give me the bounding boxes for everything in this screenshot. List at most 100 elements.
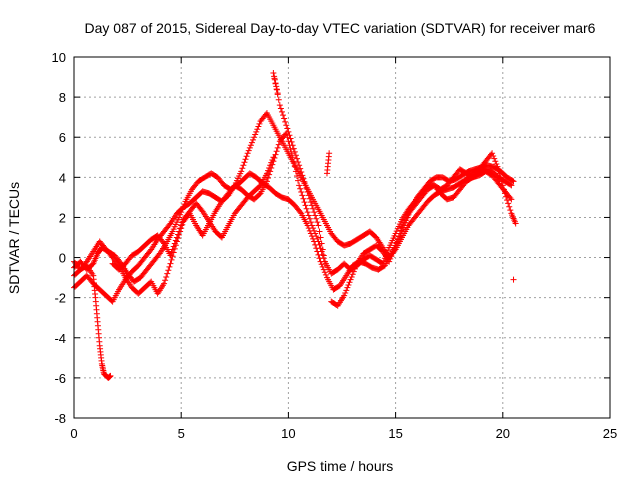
data-point-marker (292, 168, 299, 175)
data-point-marker (296, 182, 303, 189)
data-point-marker (390, 247, 397, 254)
data-point-marker (491, 155, 498, 162)
data-point-marker (489, 150, 496, 157)
y-tick-label: -2 (54, 291, 66, 306)
data-point-marker (238, 168, 245, 175)
x-tick-label: 20 (496, 426, 510, 441)
y-tick-label: -8 (54, 411, 66, 426)
data-point-marker (305, 212, 312, 219)
data-point-marker (253, 128, 260, 135)
data-point-marker (277, 105, 284, 112)
data-point-marker (254, 126, 261, 133)
data-point-marker (256, 191, 263, 198)
data-point-marker (504, 197, 511, 204)
data-point-marker (322, 271, 329, 278)
data-point-marker (311, 209, 318, 216)
y-tick-label: 10 (52, 50, 66, 65)
data-point-marker (319, 263, 326, 270)
data-point-marker (304, 209, 311, 216)
data-point-marker (345, 281, 352, 288)
data-point-marker (269, 156, 276, 163)
y-tick-label: -6 (54, 371, 66, 386)
data-point-marker (299, 192, 306, 199)
data-point-marker (389, 250, 396, 257)
data-point-marker (296, 162, 303, 169)
data-point-marker (301, 199, 308, 206)
data-point-marker (507, 195, 514, 202)
data-point-marker (321, 258, 328, 265)
data-point-marker (388, 253, 395, 260)
data-point-marker (271, 75, 278, 82)
data-point-marker (341, 292, 348, 299)
data-point-marker (313, 233, 320, 240)
data-point-marker (320, 266, 327, 273)
data-point-marker (344, 284, 351, 291)
data-point-marker (302, 182, 309, 189)
data-point-marker (276, 102, 283, 109)
chart-title: Day 087 of 2015, Sidereal Day-to-day VTE… (85, 20, 596, 36)
data-point-marker (284, 125, 291, 132)
data-point-marker (240, 162, 247, 169)
data-point-marker (319, 251, 326, 258)
data-point-marker (291, 148, 298, 155)
data-point-marker (290, 145, 297, 152)
data-point-marker (506, 203, 513, 210)
data-point-marker (379, 260, 386, 267)
data-point-marker (307, 219, 314, 226)
data-point-marker (380, 257, 387, 264)
data-point-marker (168, 256, 175, 263)
data-point-marker (166, 221, 173, 228)
data-point-marker (295, 177, 302, 184)
data-point-marker (178, 222, 185, 229)
data-point-marker (304, 189, 311, 196)
y-tick-label: 2 (59, 210, 66, 225)
data-point-marker (299, 172, 306, 179)
data-point-marker (350, 268, 357, 275)
data-point-marker (396, 230, 403, 237)
data-points (71, 70, 519, 381)
data-point-marker (263, 170, 270, 177)
data-point-marker (508, 182, 515, 189)
data-point-marker (256, 183, 263, 190)
grid-lines (74, 57, 610, 418)
data-point-marker (312, 230, 319, 237)
y-axis-label: SDTVAR / TECUs (6, 182, 22, 294)
data-point-marker (297, 185, 304, 192)
data-point-marker (326, 150, 333, 157)
y-tick-label: -4 (54, 331, 66, 346)
data-point-marker (265, 167, 272, 174)
x-tick-label: 25 (603, 426, 617, 441)
data-point-marker (174, 231, 181, 238)
data-point-marker (397, 227, 404, 234)
data-point-marker (347, 276, 354, 283)
data-point-marker (348, 273, 355, 280)
data-point-marker (308, 202, 315, 209)
data-point-marker (495, 166, 502, 173)
data-point-marker (303, 185, 310, 192)
data-point-marker (303, 205, 310, 212)
data-point-marker (306, 195, 313, 202)
data-point-marker (241, 159, 248, 166)
data-point-marker (147, 247, 154, 254)
data-point-marker (306, 215, 313, 222)
data-point-marker (245, 147, 252, 154)
data-point-marker (302, 202, 309, 209)
data-point-marker (295, 158, 302, 165)
plot-frame (73, 56, 611, 419)
data-point-marker (272, 80, 279, 87)
data-point-marker (247, 142, 254, 149)
data-point-marker (273, 148, 280, 155)
data-point-marker (242, 156, 249, 163)
data-point-marker (385, 247, 392, 254)
data-point-marker (107, 372, 114, 379)
data-point-marker (161, 280, 168, 287)
data-point-marker (256, 120, 263, 127)
y-tick-label: 0 (59, 251, 66, 266)
data-point-marker (319, 246, 326, 253)
data-point-marker (283, 122, 290, 129)
data-point-marker (505, 200, 512, 207)
data-point-marker (346, 279, 353, 286)
data-point-marker (315, 222, 322, 229)
data-point-marker (391, 245, 398, 252)
data-point-marker (343, 287, 350, 294)
